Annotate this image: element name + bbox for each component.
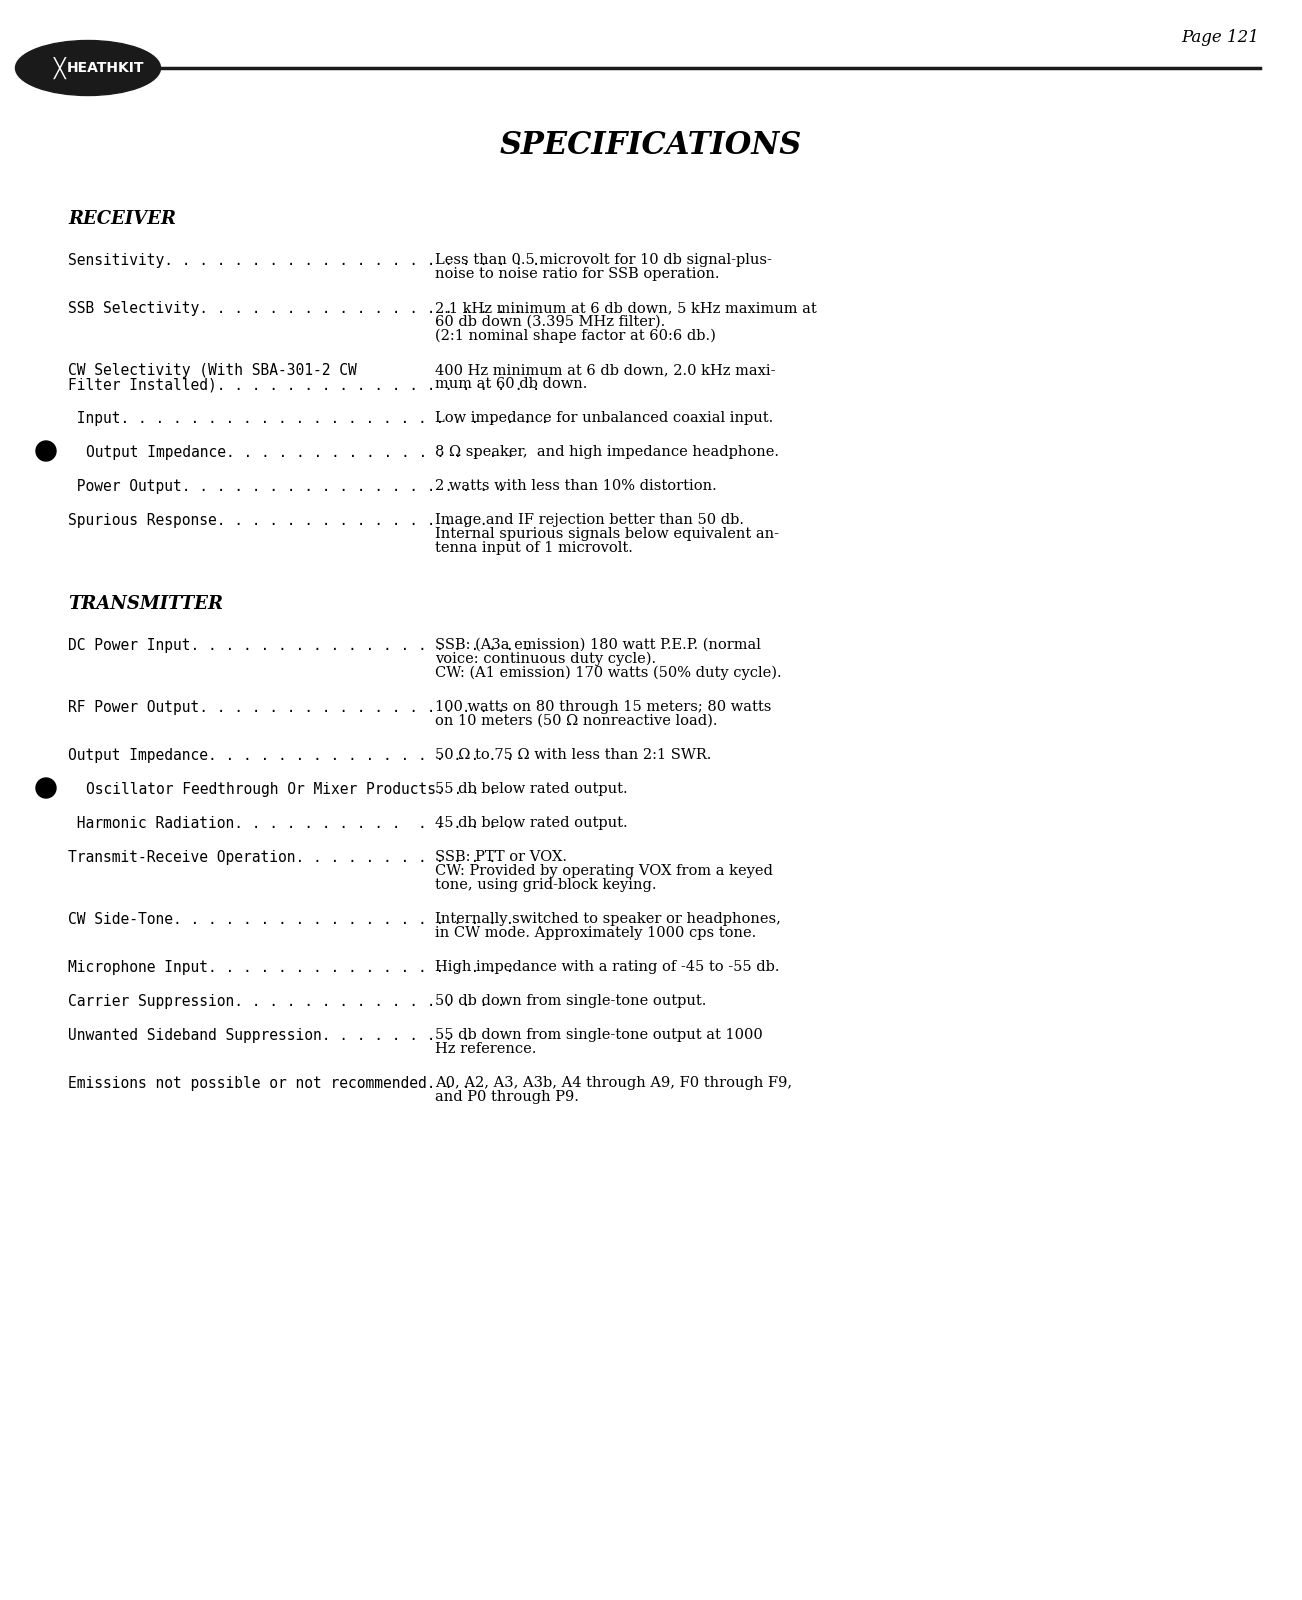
- Text: Internal spurious signals below equivalent an-: Internal spurious signals below equivale…: [435, 526, 779, 541]
- Text: 55 db below rated output.: 55 db below rated output.: [435, 782, 628, 795]
- Text: Page 121: Page 121: [1181, 29, 1259, 46]
- Text: Output Impedance. . . . . . . . . . . . . . . . . .: Output Impedance. . . . . . . . . . . . …: [68, 749, 514, 763]
- Text: 45 db below rated output.: 45 db below rated output.: [435, 816, 628, 830]
- Text: 100 watts on 80 through 15 meters; 80 watts: 100 watts on 80 through 15 meters; 80 wa…: [435, 701, 771, 714]
- Text: tone, using grid-block keying.: tone, using grid-block keying.: [435, 878, 656, 893]
- Text: tenna input of 1 microvolt.: tenna input of 1 microvolt.: [435, 541, 633, 555]
- Text: Microphone Input. . . . . . . . . . . . . . . . . .: Microphone Input. . . . . . . . . . . . …: [68, 960, 514, 974]
- Text: Input. . . . . . . . . . . . . . . . . . . . . . . . .: Input. . . . . . . . . . . . . . . . . .…: [68, 411, 549, 426]
- Text: 2.1 kHz minimum at 6 db down, 5 kHz maximum at: 2.1 kHz minimum at 6 db down, 5 kHz maxi…: [435, 301, 816, 315]
- Text: CW Selectivity (With SBA-301-2 CW: CW Selectivity (With SBA-301-2 CW: [68, 363, 357, 378]
- Text: 60 db down (3.395 MHz filter).: 60 db down (3.395 MHz filter).: [435, 315, 665, 330]
- Text: Hz reference.: Hz reference.: [435, 1042, 536, 1056]
- Text: Internally switched to speaker or headphones,: Internally switched to speaker or headph…: [435, 912, 781, 926]
- Text: RECEIVER: RECEIVER: [68, 210, 176, 227]
- Text: 2 watts with less than 10% distortion.: 2 watts with less than 10% distortion.: [435, 478, 716, 493]
- Text: Power Output. . . . . . . . . . . . . . . . . . .: Power Output. . . . . . . . . . . . . . …: [68, 478, 505, 494]
- Text: CW: Provided by operating VOX from a keyed: CW: Provided by operating VOX from a key…: [435, 864, 773, 878]
- Text: Transmit-Receive Operation. . . . . . . . . . . .: Transmit-Receive Operation. . . . . . . …: [68, 850, 497, 866]
- Text: ╳: ╳: [55, 58, 66, 78]
- Text: mum at 60 db down.: mum at 60 db down.: [435, 378, 587, 390]
- Text: Output Impedance. . . . . . . . . . . . . . . . .: Output Impedance. . . . . . . . . . . . …: [86, 445, 514, 461]
- Text: in CW mode. Approximately 1000 cps tone.: in CW mode. Approximately 1000 cps tone.: [435, 926, 756, 939]
- Text: TRANSMITTER: TRANSMITTER: [68, 595, 223, 613]
- Text: Image and IF rejection better than 50 db.: Image and IF rejection better than 50 db…: [435, 514, 743, 526]
- Text: A0, A2, A3, A3b, A4 through A9, F0 through F9,: A0, A2, A3, A3b, A4 through A9, F0 throu…: [435, 1075, 792, 1090]
- Text: Oscillator Feedthrough Or Mixer Products. . . .: Oscillator Feedthrough Or Mixer Products…: [86, 782, 497, 797]
- Text: Low impedance for unbalanced coaxial input.: Low impedance for unbalanced coaxial inp…: [435, 411, 773, 426]
- Text: SSB Selectivity. . . . . . . . . . . . . . . . . . .: SSB Selectivity. . . . . . . . . . . . .…: [68, 301, 523, 317]
- Circle shape: [36, 442, 56, 461]
- Text: (2:1 nominal shape factor at 60:6 db.): (2:1 nominal shape factor at 60:6 db.): [435, 330, 716, 344]
- Text: HEATHKIT: HEATHKIT: [66, 61, 143, 75]
- Text: Spurious Response. . . . . . . . . . . . . . . .: Spurious Response. . . . . . . . . . . .…: [68, 514, 488, 528]
- Text: and P0 through P9.: and P0 through P9.: [435, 1090, 579, 1104]
- Text: SSB: (A3a emission) 180 watt P.E.P. (normal: SSB: (A3a emission) 180 watt P.E.P. (nor…: [435, 638, 760, 653]
- Text: CW Side-Tone. . . . . . . . . . . . . . . . . . . .: CW Side-Tone. . . . . . . . . . . . . . …: [68, 912, 514, 926]
- Text: Harmonic Radiation. . . . . . . . . .  . . . . . .: Harmonic Radiation. . . . . . . . . . . …: [68, 816, 514, 830]
- Text: RF Power Output. . . . . . . . . . . . . . . . . .: RF Power Output. . . . . . . . . . . . .…: [68, 701, 505, 715]
- Text: noise to noise ratio for SSB operation.: noise to noise ratio for SSB operation.: [435, 267, 720, 282]
- Text: 50 db down from single-tone output.: 50 db down from single-tone output.: [435, 994, 707, 1008]
- Text: SPECIFICATIONS: SPECIFICATIONS: [500, 130, 802, 160]
- Text: SSB: PTT or VOX.: SSB: PTT or VOX.: [435, 850, 566, 864]
- Text: 8 Ω speaker,  and high impedance headphone.: 8 Ω speaker, and high impedance headphon…: [435, 445, 779, 459]
- Text: CW: (A1 emission) 170 watts (50% duty cycle).: CW: (A1 emission) 170 watts (50% duty cy…: [435, 666, 781, 680]
- Text: Carrier Suppression. . . . . . . . . . . . . . . .: Carrier Suppression. . . . . . . . . . .…: [68, 994, 505, 1010]
- Text: Filter Installed). . . . . . . . . . . . . . . . . . .: Filter Installed). . . . . . . . . . . .…: [68, 378, 540, 392]
- Text: Emissions not possible or not recommended. . .: Emissions not possible or not recommende…: [68, 1075, 470, 1091]
- Text: Sensitivity. . . . . . . . . . . . . . . . . . . . . .: Sensitivity. . . . . . . . . . . . . . .…: [68, 253, 540, 267]
- Text: Unwanted Sideband Suppression. . . . . . . . .: Unwanted Sideband Suppression. . . . . .…: [68, 1029, 470, 1043]
- Text: High impedance with a rating of -45 to -55 db.: High impedance with a rating of -45 to -…: [435, 960, 780, 974]
- Circle shape: [36, 778, 56, 798]
- Text: 55 db down from single-tone output at 1000: 55 db down from single-tone output at 10…: [435, 1029, 763, 1042]
- Text: on 10 meters (50 Ω nonreactive load).: on 10 meters (50 Ω nonreactive load).: [435, 714, 717, 728]
- Text: voice: continuous duty cycle).: voice: continuous duty cycle).: [435, 653, 656, 666]
- Text: Less than 0.5 microvolt for 10 db signal-plus-: Less than 0.5 microvolt for 10 db signal…: [435, 253, 772, 267]
- Ellipse shape: [16, 40, 160, 96]
- Text: DC Power Input. . . . . . . . . . . . . . . . . . . .: DC Power Input. . . . . . . . . . . . . …: [68, 638, 531, 653]
- Text: 400 Hz minimum at 6 db down, 2.0 kHz maxi-: 400 Hz minimum at 6 db down, 2.0 kHz max…: [435, 363, 776, 378]
- Text: 50 Ω to 75 Ω with less than 2:1 SWR.: 50 Ω to 75 Ω with less than 2:1 SWR.: [435, 749, 711, 762]
